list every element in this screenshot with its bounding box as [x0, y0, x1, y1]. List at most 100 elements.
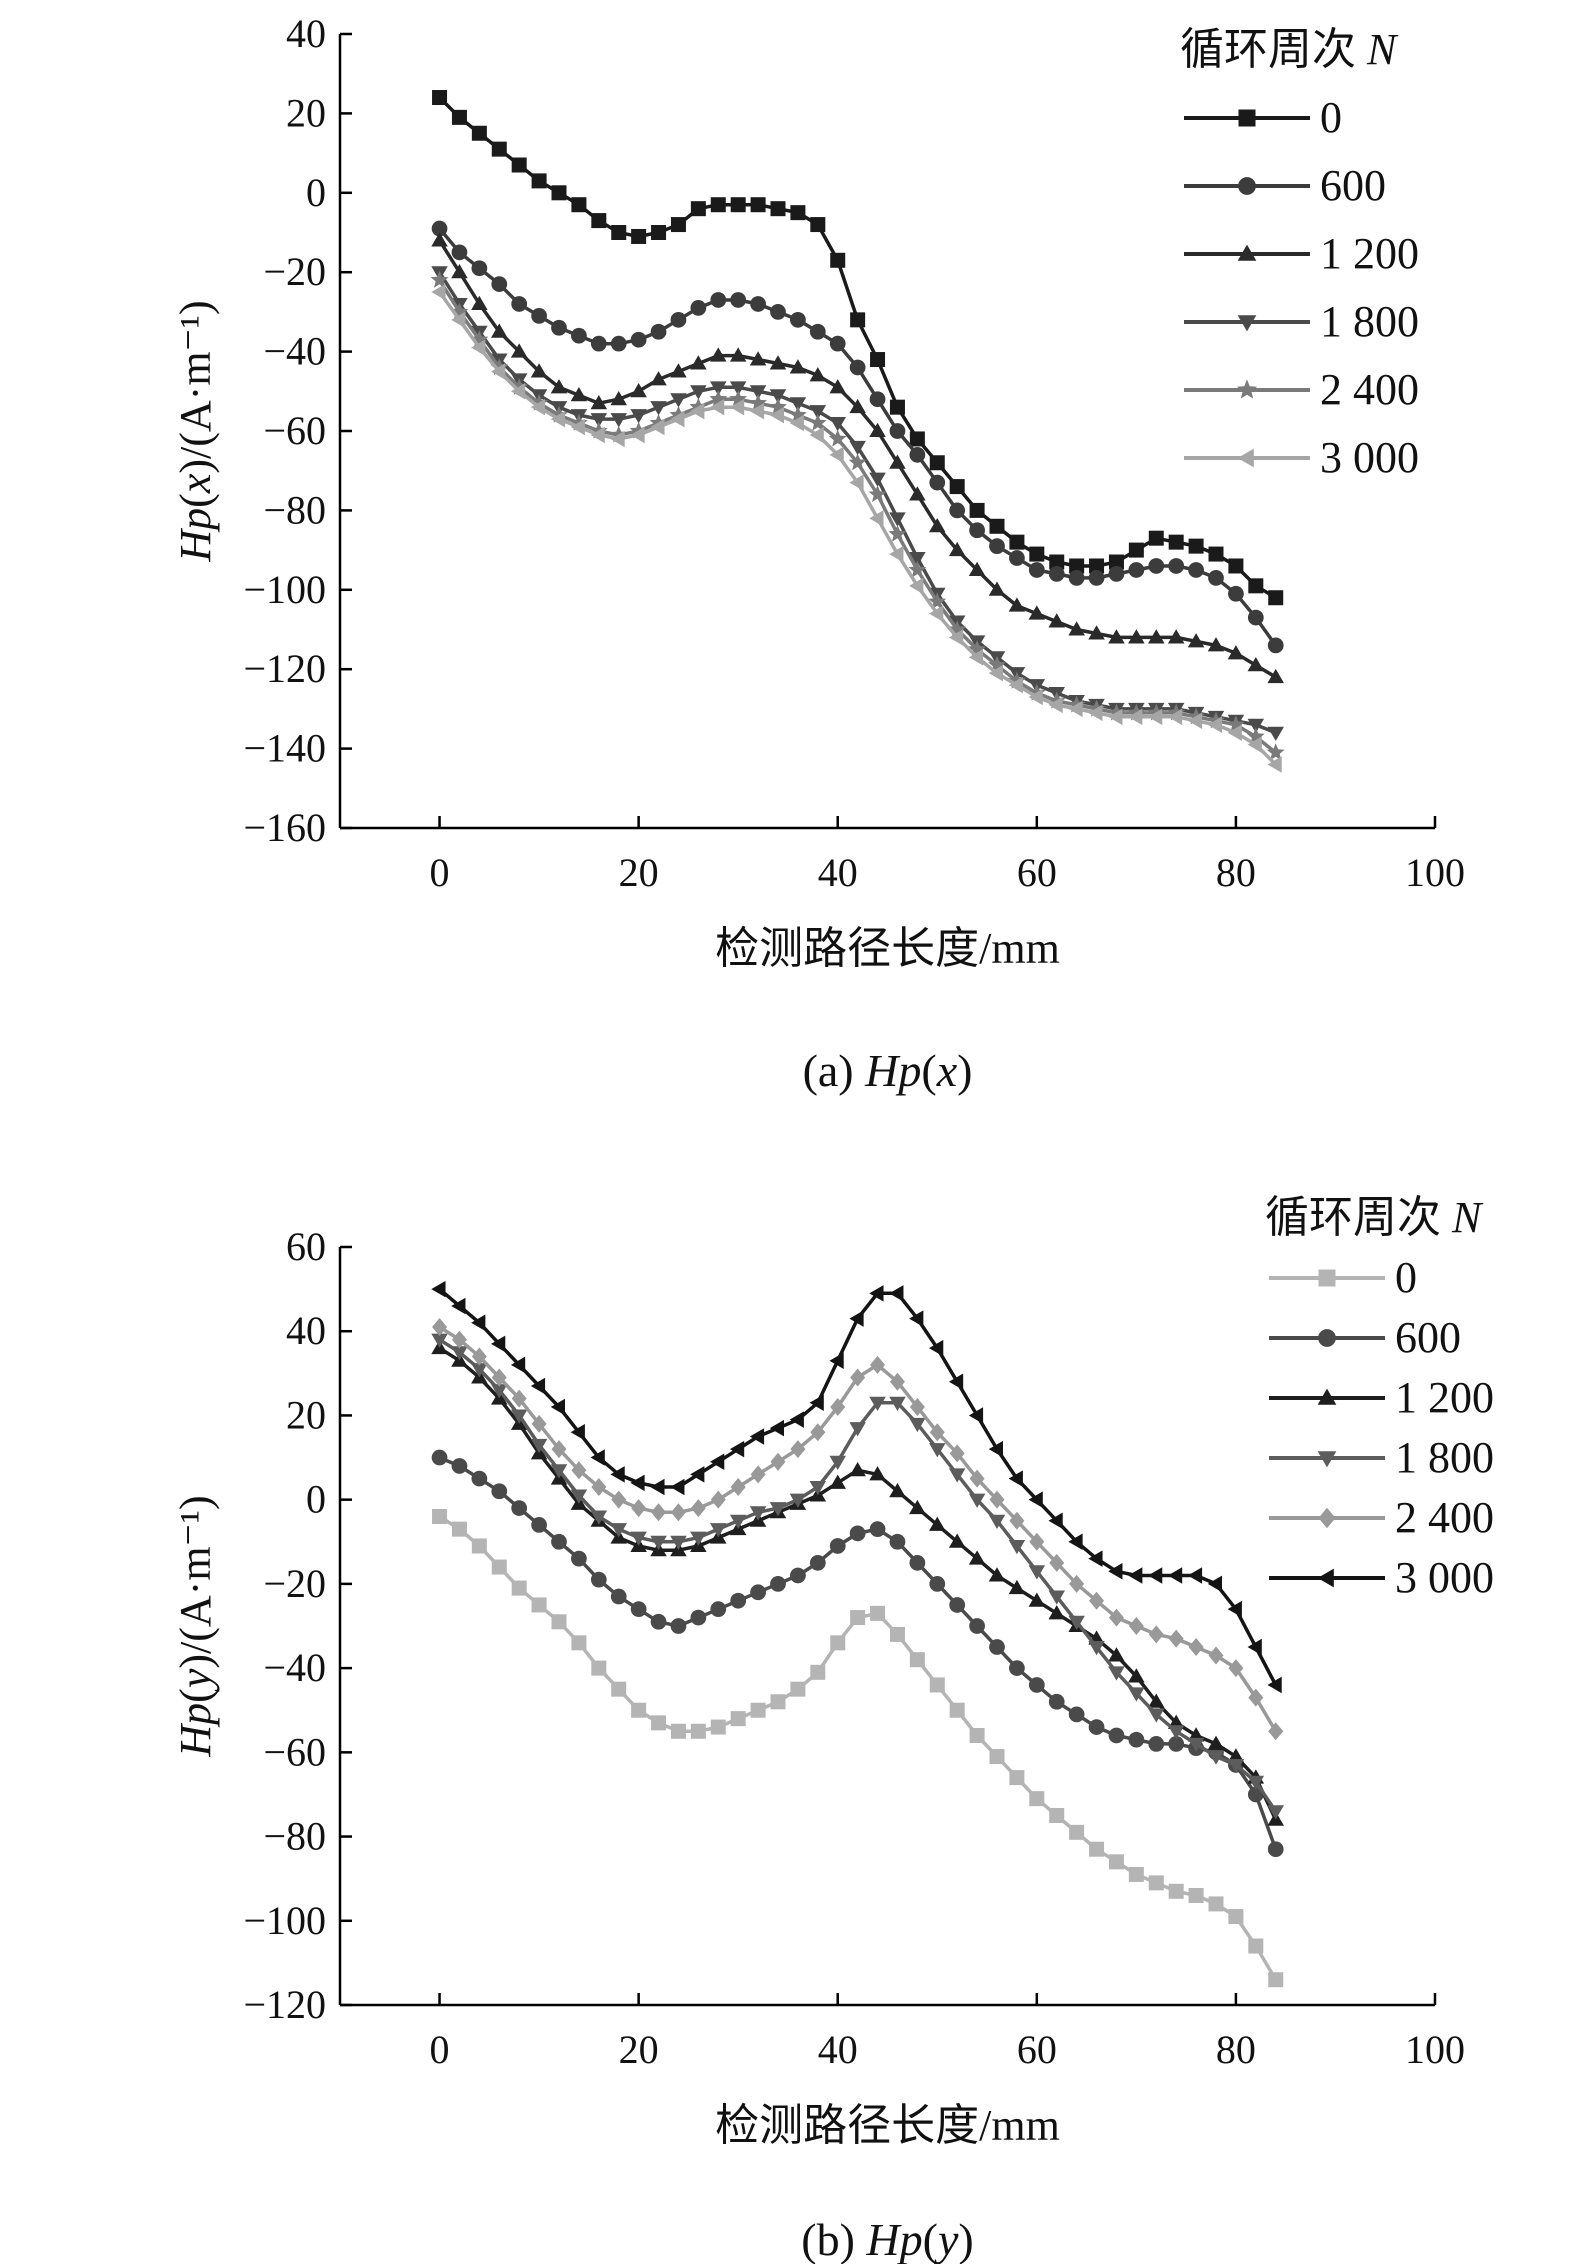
- b-data-point: [789, 1411, 804, 1428]
- b-legend-entry: 0: [1269, 1253, 1417, 1302]
- b-data-point: [889, 1482, 906, 1498]
- b-data-point: [650, 1478, 665, 1496]
- a-data-point: [511, 296, 528, 312]
- a-data-point: [749, 393, 767, 411]
- b-data-point: [1208, 1646, 1224, 1665]
- b-data-point: [1128, 1668, 1145, 1683]
- a-data-point: [869, 472, 886, 487]
- b-data-point: [651, 1715, 667, 1731]
- a-data-point: [1128, 708, 1143, 726]
- a-data-point: [590, 394, 608, 410]
- b-data-point: [491, 1559, 507, 1575]
- a-data-point: [849, 398, 866, 414]
- a-data-point: [968, 649, 984, 666]
- b-x-tick-label: 80: [1216, 2027, 1256, 2072]
- a-data-point: [1108, 708, 1123, 726]
- a-data-point: [710, 197, 726, 213]
- a-x-tick-label: 20: [619, 850, 659, 895]
- a-data-point: [530, 398, 546, 416]
- a-data-point: [670, 311, 687, 328]
- b-data-point: [491, 1335, 506, 1353]
- b-data-point: [590, 1510, 608, 1525]
- a-data-point: [430, 270, 449, 288]
- b-data-point: [870, 1605, 886, 1621]
- b-data-point: [949, 1597, 966, 1613]
- a-data-point: [651, 225, 667, 240]
- a-y-tick-label: −60: [263, 408, 326, 453]
- b-legend-entry: 1 200: [1269, 1373, 1494, 1422]
- b-data-point: [969, 1469, 985, 1488]
- a-data-point: [948, 541, 966, 557]
- b-y-axis-title: Hp(y)/(A·m⁻¹): [171, 1495, 220, 1757]
- a-data-point: [1087, 699, 1106, 717]
- b-data-point: [471, 1314, 486, 1332]
- b-legend-marker: [1318, 1329, 1336, 1347]
- a-data-point: [889, 512, 906, 527]
- a-data-point: [1208, 546, 1224, 562]
- b-data-point: [770, 1452, 786, 1471]
- a-data-point: [849, 474, 864, 491]
- a-data-point: [491, 323, 508, 338]
- a-data-point: [889, 399, 905, 415]
- a-data-point: [1248, 578, 1264, 594]
- b-data-point: [1248, 1938, 1264, 1954]
- b-data-point: [651, 1503, 667, 1522]
- a-data-point: [531, 173, 547, 189]
- a-data-point: [670, 393, 687, 408]
- a-data-point: [869, 422, 886, 437]
- a-data-point: [650, 371, 667, 386]
- b-data-point: [670, 1478, 685, 1496]
- b-data-point: [432, 1509, 448, 1525]
- b-y-tick-label: −80: [263, 1814, 326, 1859]
- b-data-point: [1148, 1875, 1164, 1891]
- b-data-point: [989, 1749, 1005, 1765]
- a-data-point: [550, 405, 568, 423]
- a-data-point: [1148, 708, 1163, 726]
- b-legend-marker: [1318, 1269, 1336, 1287]
- a-data-point: [909, 552, 926, 567]
- b-data-point: [650, 1613, 667, 1630]
- a-data-point: [471, 260, 488, 277]
- b-data-point: [1068, 1533, 1083, 1551]
- b-series-5: [431, 1280, 1282, 1694]
- b-data-point: [511, 1580, 527, 1596]
- b-data-point: [431, 1449, 448, 1466]
- b-data-point: [1089, 1841, 1105, 1857]
- a-data-point: [1108, 554, 1124, 570]
- b-data-point: [850, 1610, 866, 1626]
- b-data-point: [1048, 1512, 1063, 1529]
- a-data-point: [1008, 597, 1026, 612]
- a-data-point: [431, 283, 446, 301]
- b-data-point: [750, 1584, 766, 1601]
- a-data-point: [431, 220, 448, 237]
- a-data-point: [1227, 715, 1245, 733]
- b-data-point: [1048, 1590, 1065, 1605]
- a-data-point: [749, 385, 767, 400]
- b-data-point: [1048, 1605, 1065, 1620]
- a-data-point: [1187, 707, 1205, 725]
- b-data-point: [690, 1531, 707, 1546]
- a-data-point: [949, 502, 966, 519]
- b-data-point: [591, 1478, 607, 1497]
- b-data-point: [929, 1576, 946, 1592]
- a-legend-entry: 0: [1184, 93, 1342, 142]
- b-legend-entry: 1 800: [1269, 1433, 1494, 1482]
- a-legend-marker: [1238, 177, 1256, 195]
- b-data-point: [630, 1474, 645, 1492]
- a-data-point: [1247, 736, 1262, 753]
- b-data-point: [1187, 1567, 1203, 1584]
- b-data-point: [451, 1346, 468, 1361]
- a-data-point: [1267, 637, 1284, 654]
- b-data-point: [650, 1535, 667, 1551]
- b-legend: 循环周次 N 0 600 1 200 1 800 2 400 3 000: [1265, 1193, 1494, 1602]
- b-data-point: [690, 1609, 707, 1626]
- a-data-point: [1148, 558, 1165, 574]
- b-legend-label: 0: [1395, 1253, 1417, 1302]
- a-data-point: [1167, 629, 1185, 644]
- a-data-point: [949, 479, 965, 495]
- b-data-point: [1108, 1647, 1125, 1662]
- b-data-point: [631, 1499, 647, 1518]
- b-data-point: [1247, 1775, 1265, 1791]
- b-y-tick-label: −60: [263, 1729, 326, 1774]
- b-data-point: [948, 1373, 964, 1391]
